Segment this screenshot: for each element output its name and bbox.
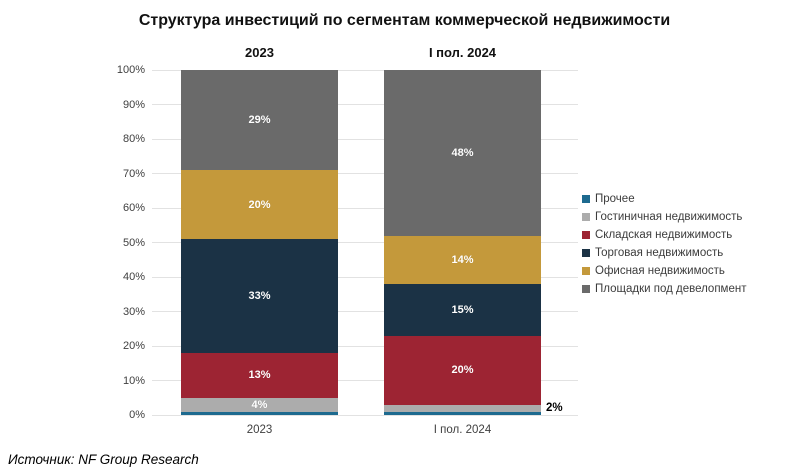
gridline xyxy=(152,207,578,209)
x-axis-label-2023: 2023 xyxy=(246,424,273,436)
legend-item: Гостиничная недвижимость xyxy=(582,210,807,223)
y-tick-label: 20% xyxy=(122,340,145,352)
y-tick-label: 100% xyxy=(116,64,145,76)
segment-value-label: 4% xyxy=(251,398,268,411)
gridline xyxy=(152,276,578,278)
legend-label: Торговая недвижимость xyxy=(595,246,724,259)
bar-segment: 48% xyxy=(384,70,541,236)
segment-value-label: 20% xyxy=(248,198,271,211)
gridline xyxy=(152,173,578,174)
segment-value-label: 33% xyxy=(248,289,271,302)
gridline xyxy=(152,380,578,381)
segment-value-label: 14% xyxy=(451,253,474,266)
y-tick-label: 90% xyxy=(122,98,145,111)
gridline xyxy=(152,311,578,312)
x-axis-label-2024: I пол. 2024 xyxy=(433,424,492,436)
legend-label: Гостиничная недвижимость xyxy=(595,210,743,223)
plot-area: 4% 13% 33% 20% 29% 20% 15% 14% 48% 2% xyxy=(150,69,578,416)
bar-segment: 4% xyxy=(181,397,338,412)
legend-swatch-icon xyxy=(582,230,590,239)
legend-item: Складская недвижимость xyxy=(582,228,807,241)
bar-segment: 33% xyxy=(181,239,338,353)
legend-label: Складская недвижимость xyxy=(595,228,733,241)
legend-swatch-icon xyxy=(582,266,590,275)
source-note: Источник: NF Group Research xyxy=(8,452,199,467)
y-tick-label: 10% xyxy=(122,374,145,387)
legend-item: Прочее xyxy=(582,192,807,205)
bar-segment: 29% xyxy=(181,70,338,171)
gridline xyxy=(152,414,578,416)
segment-value-label: 29% xyxy=(248,114,271,127)
bar-segment: 20% xyxy=(384,335,541,405)
bar-segment: 13% xyxy=(181,352,338,398)
bar-segment xyxy=(181,411,338,415)
y-tick-label: 80% xyxy=(122,133,145,145)
y-tick-label: 0% xyxy=(129,409,145,421)
bar-segment xyxy=(384,411,541,415)
gridline xyxy=(152,69,578,71)
bar-segment xyxy=(384,404,541,412)
legend-swatch-icon xyxy=(582,212,590,221)
segment-value-label: 48% xyxy=(451,146,474,159)
segment-value-label: 20% xyxy=(451,364,474,377)
y-tick-label: 40% xyxy=(122,271,145,283)
column-header-2024: I пол. 2024 xyxy=(428,45,497,60)
chart-title: Структура инвестиций по сегментам коммер… xyxy=(138,12,671,29)
legend-label: Прочее xyxy=(595,192,635,205)
segment-value-label: 15% xyxy=(451,303,474,316)
legend-label: Площадки под девелопмент xyxy=(595,282,747,295)
y-tick-label: 70% xyxy=(122,167,145,180)
legend-item: Площадки под девелопмент xyxy=(582,282,807,295)
legend-swatch-icon xyxy=(582,248,590,257)
legend-item: Офисная недвижимость xyxy=(582,264,807,277)
legend: Прочее Гостиничная недвижимость Складская … xyxy=(582,193,807,301)
legend-item: Торговая недвижимость xyxy=(582,246,807,259)
y-tick-label: 30% xyxy=(122,305,145,318)
legend-label: Офисная недвижимость xyxy=(595,264,725,277)
bar-2023: 4% 13% 33% 20% 29% xyxy=(181,70,338,415)
bar-segment: 14% xyxy=(384,235,541,284)
legend-swatch-icon xyxy=(582,194,590,203)
segment-value-label-outside: 2% xyxy=(546,402,563,415)
gridline xyxy=(152,104,578,105)
bar-segment: 15% xyxy=(384,283,541,336)
y-tick-label: 60% xyxy=(122,202,145,214)
legend-swatch-icon xyxy=(582,284,590,293)
column-header-2023: 2023 xyxy=(245,45,274,60)
bar-segment: 20% xyxy=(181,170,338,240)
segment-value-label: 13% xyxy=(248,369,271,382)
gridline xyxy=(152,242,578,243)
bar-I-2024: 20% 15% 14% 48% xyxy=(384,70,541,415)
y-tick-label: 50% xyxy=(122,236,145,249)
gridline xyxy=(152,345,578,347)
gridline xyxy=(152,138,578,140)
